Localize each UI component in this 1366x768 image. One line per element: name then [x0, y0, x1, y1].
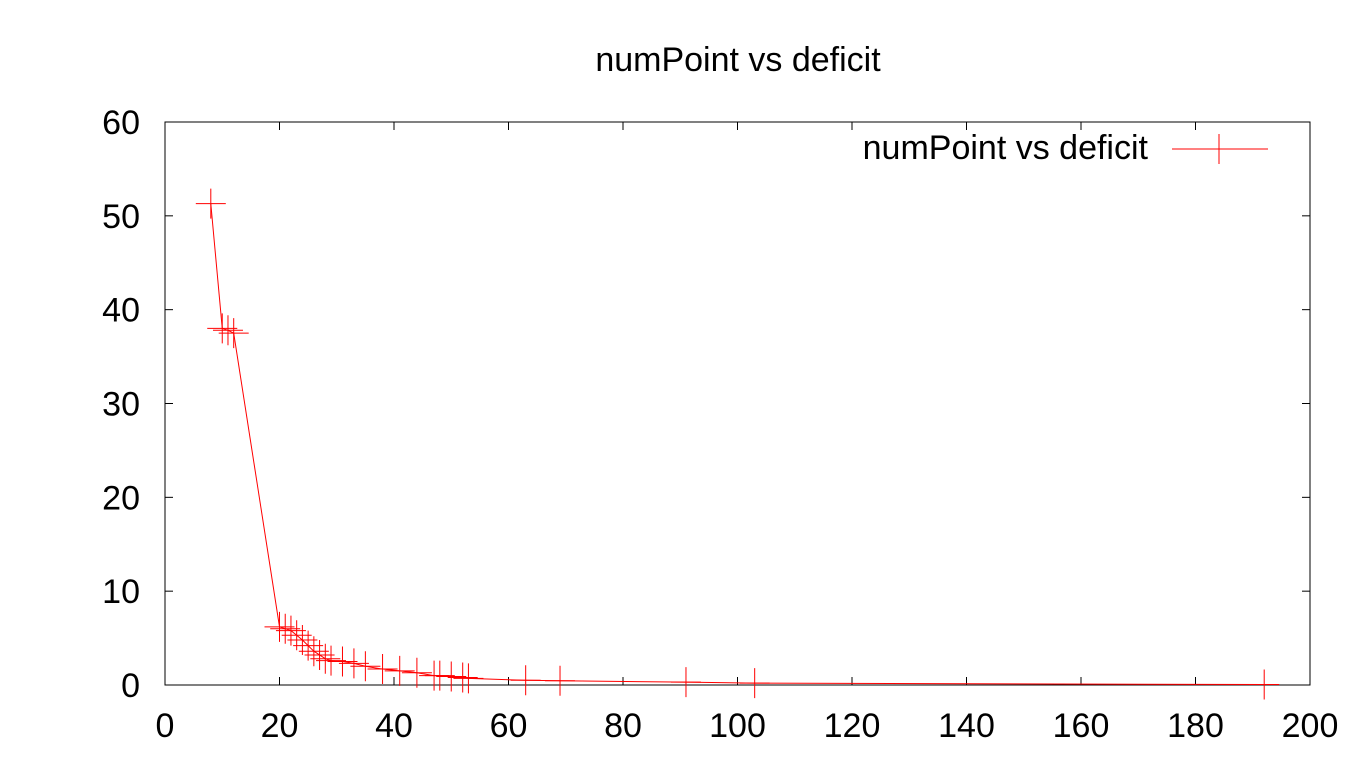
data-point — [298, 636, 329, 667]
y-tick-label: 0 — [121, 667, 140, 705]
x-tick-label: 140 — [938, 707, 995, 745]
x-tick-label: 120 — [824, 707, 881, 745]
data-point — [310, 643, 341, 674]
data-point — [453, 663, 484, 694]
y-tick-label: 40 — [102, 292, 140, 330]
chart-title: numPoint vs deficit — [595, 41, 881, 79]
data-point — [287, 624, 318, 655]
y-tick-label: 20 — [102, 479, 140, 517]
data-point — [447, 662, 478, 693]
x-tick-label: 160 — [1053, 707, 1110, 745]
x-tick-label: 0 — [156, 707, 175, 745]
data-point — [739, 668, 770, 699]
plot-frame — [164, 121, 1311, 686]
x-tick-label: 200 — [1282, 707, 1339, 745]
data-point — [384, 655, 415, 686]
data-point — [304, 639, 335, 670]
data-point — [670, 667, 701, 698]
series-line — [210, 203, 1265, 686]
data-point — [436, 661, 467, 692]
x-tick-label: 60 — [490, 707, 528, 745]
data-point — [207, 313, 238, 344]
data-point — [545, 665, 576, 696]
data-point — [212, 315, 243, 346]
x-tick-label: 20 — [261, 707, 299, 745]
data-point — [1249, 669, 1280, 700]
legend-label: numPoint vs deficit — [863, 129, 1149, 167]
y-tick-label: 60 — [102, 104, 140, 142]
x-tick-label: 100 — [709, 707, 766, 745]
data-series — [195, 188, 1280, 700]
data-point — [367, 654, 398, 685]
data-point — [264, 611, 295, 642]
data-point — [401, 657, 432, 688]
legend-marker — [1204, 134, 1234, 164]
y-tick-label: 30 — [102, 386, 140, 424]
y-tick-label: 10 — [102, 573, 140, 611]
x-tick-label: 40 — [375, 707, 413, 745]
x-tick-label: 80 — [604, 707, 642, 745]
data-point — [293, 630, 324, 661]
legend: numPoint vs deficit — [863, 129, 1268, 167]
data-point — [218, 318, 249, 349]
data-point — [316, 645, 347, 676]
data-point — [270, 613, 301, 644]
x-tick-label: 180 — [1167, 707, 1224, 745]
data-point — [350, 651, 381, 682]
data-point — [195, 188, 226, 219]
y-tick-label: 50 — [102, 198, 140, 236]
data-point — [327, 646, 358, 677]
data-point — [424, 660, 455, 691]
data-point — [510, 665, 541, 696]
axis-ticks: 0 20 40 60 80 100 120 140 160 180 200 0 10 20 30 40 50 60 — [102, 104, 1338, 745]
data-point — [275, 615, 306, 646]
data-point — [338, 648, 369, 679]
